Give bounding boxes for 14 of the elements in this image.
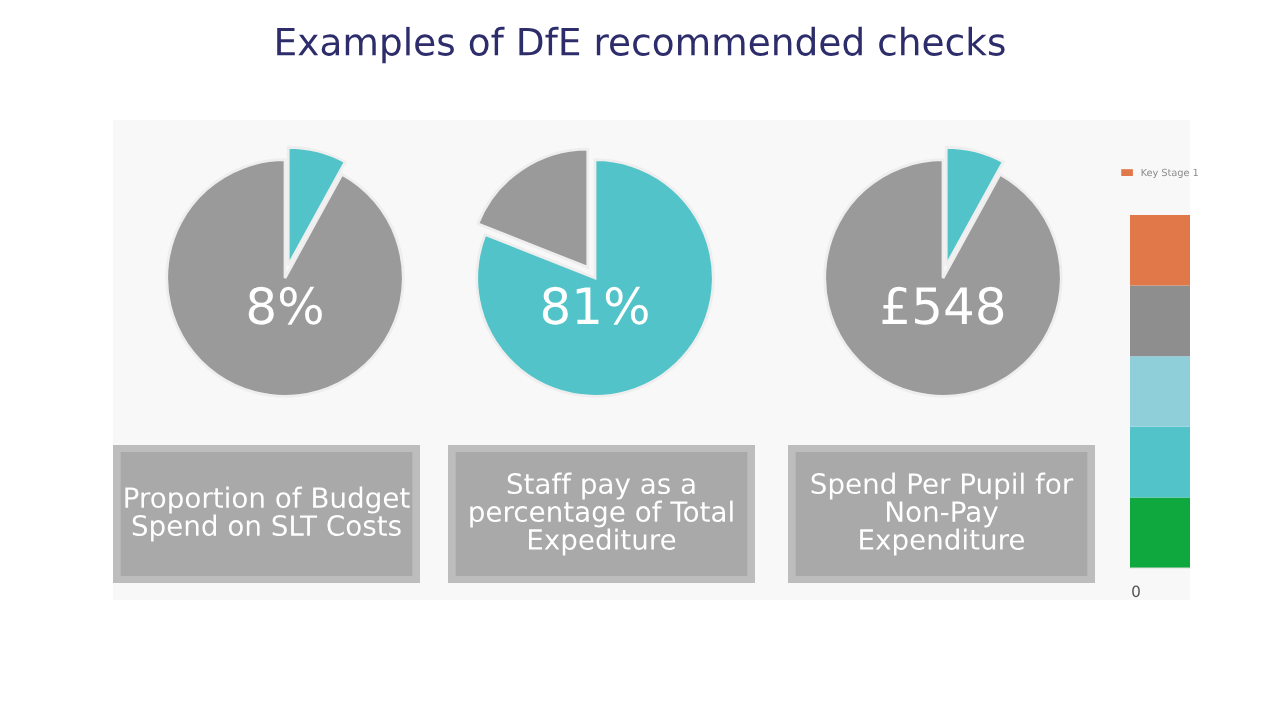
bar xyxy=(1130,215,1190,286)
legend-label: Key Stage 1 xyxy=(1141,168,1198,179)
bar xyxy=(1130,497,1190,568)
bar xyxy=(1130,356,1190,427)
text: 81% xyxy=(542,286,648,325)
text: Proportion of Budget Spend on SLT Costs xyxy=(125,486,410,542)
text: 0 xyxy=(1132,585,1140,598)
text: Examples of DfE recommended checks xyxy=(277,26,1005,64)
bar xyxy=(1130,426,1190,498)
text: Staff pay as a percentage of Total Expediture xyxy=(470,472,733,556)
bar xyxy=(1130,285,1190,357)
text: 8% xyxy=(248,286,322,325)
text: Spend Per Pupil for Non-Pay Expenditure xyxy=(811,472,1074,556)
text: £548 xyxy=(882,286,1004,325)
